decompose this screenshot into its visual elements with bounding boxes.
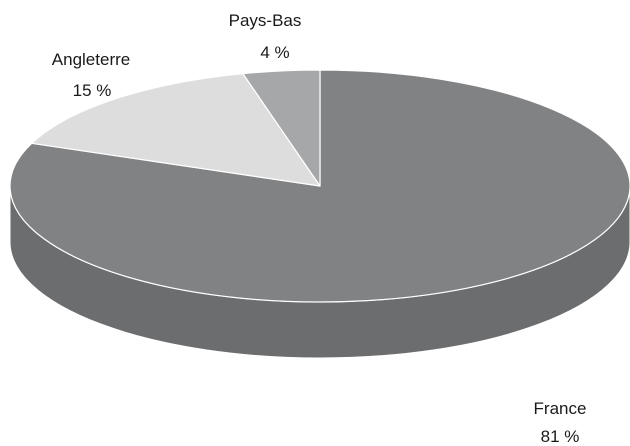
slice-pays-bas (242, 69, 321, 187)
slice-label-france: France (534, 399, 587, 418)
slice-label-angleterre: Angleterre (52, 50, 130, 69)
slice-label-pays-bas: Pays-Bas (229, 11, 302, 30)
slice-angleterre (31, 73, 321, 187)
slice-value-france: 81 % (541, 427, 580, 446)
slice-value-pays-bas: 4 % (260, 43, 289, 62)
slice-france (9, 69, 630, 303)
slice-value-angleterre: 15 % (73, 81, 112, 100)
pie-slices (9, 69, 630, 303)
